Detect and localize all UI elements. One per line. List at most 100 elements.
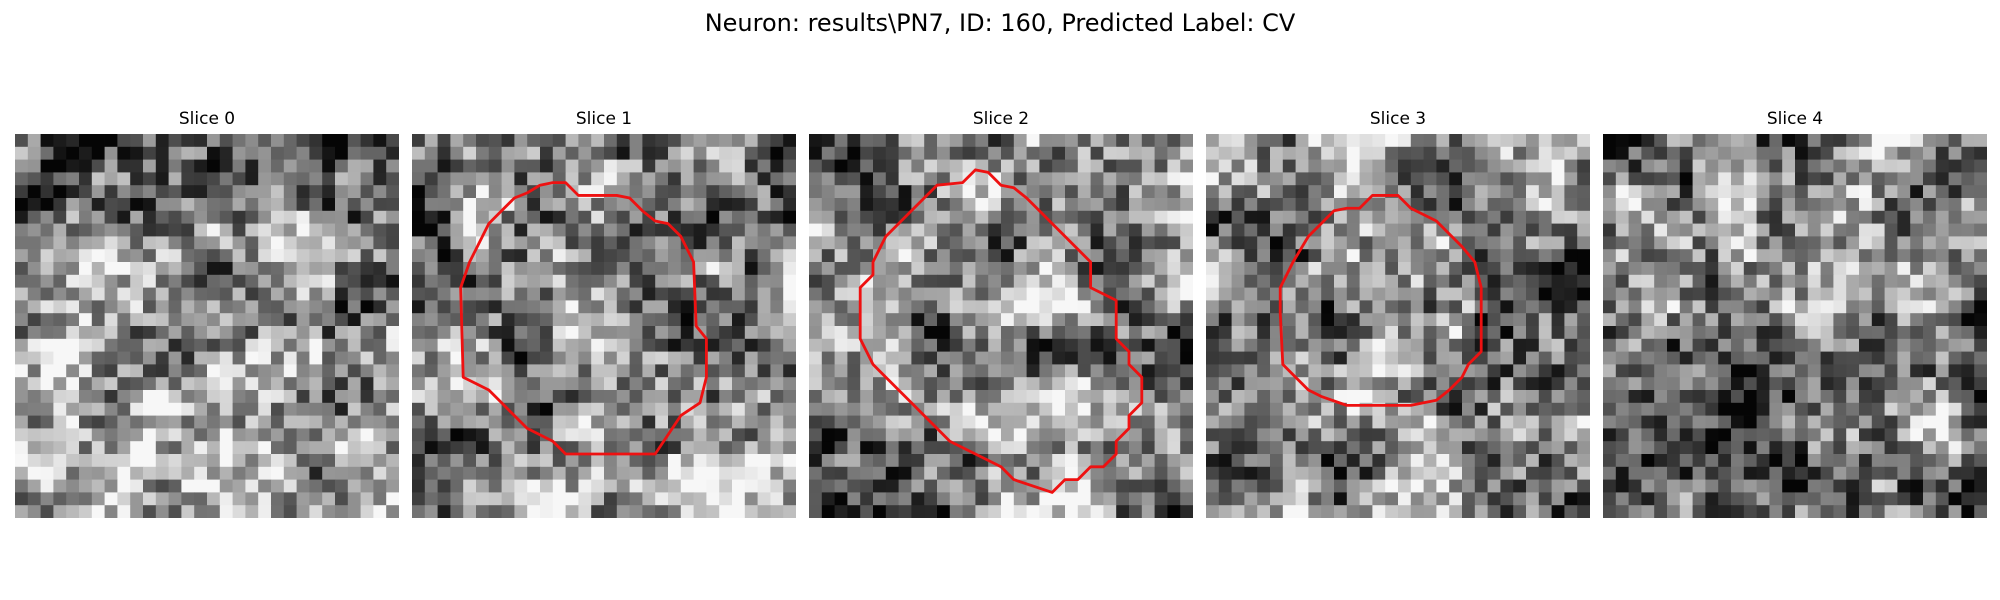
- pixel: [1615, 492, 1629, 506]
- pixel: [616, 146, 630, 160]
- pixel: [1807, 428, 1821, 442]
- pixel: [476, 274, 490, 288]
- pixel: [1026, 210, 1040, 224]
- pixel: [1487, 274, 1501, 288]
- pixel: [1718, 454, 1732, 468]
- pixel: [373, 159, 387, 173]
- pixel: [219, 364, 233, 378]
- pixel: [873, 390, 887, 404]
- pixel: [1270, 390, 1284, 404]
- pixel: [847, 236, 861, 250]
- pixel: [194, 249, 208, 263]
- pixel: [1359, 210, 1373, 224]
- pixel: [565, 441, 579, 455]
- pixel: [463, 492, 477, 506]
- pixel: [412, 236, 426, 250]
- pixel: [616, 249, 630, 263]
- pixel: [53, 287, 67, 301]
- pixel: [27, 415, 41, 429]
- pixel: [1334, 262, 1348, 276]
- pixel: [1372, 313, 1386, 327]
- pixel: [1487, 262, 1501, 276]
- pixel: [1013, 249, 1027, 263]
- pixel: [680, 338, 694, 352]
- pixel: [924, 351, 938, 365]
- pixel: [706, 390, 720, 404]
- pixel: [1526, 492, 1540, 506]
- pixel: [1833, 287, 1847, 301]
- pixel: [1167, 326, 1181, 340]
- pixel: [66, 364, 80, 378]
- pixel: [1756, 415, 1770, 429]
- pixel: [1090, 505, 1104, 518]
- pixel: [706, 415, 720, 429]
- pixel: [949, 351, 963, 365]
- pixel: [834, 415, 848, 429]
- pixel: [1039, 364, 1053, 378]
- pixel: [1948, 262, 1962, 276]
- pixel: [1052, 402, 1066, 416]
- pixel: [450, 402, 464, 416]
- pixel: [1756, 236, 1770, 250]
- pixel: [40, 402, 54, 416]
- pixel: [1321, 185, 1335, 199]
- pixel: [847, 390, 861, 404]
- pixel: [1948, 377, 1962, 391]
- pixel: [1398, 198, 1412, 212]
- pixel: [680, 428, 694, 442]
- pixel: [79, 159, 93, 173]
- pixel: [514, 146, 528, 160]
- pixel: [1398, 159, 1412, 173]
- pixel: [1231, 300, 1245, 314]
- pixel: [1615, 287, 1629, 301]
- pixel: [1961, 338, 1975, 352]
- pixel: [770, 454, 784, 468]
- pixel: [1129, 185, 1143, 199]
- pixel: [1513, 262, 1527, 276]
- pixel: [1449, 134, 1463, 148]
- pixel: [1769, 313, 1783, 327]
- pixel: [578, 236, 592, 250]
- pixel: [885, 415, 899, 429]
- pixel: [668, 198, 682, 212]
- pixel: [680, 300, 694, 314]
- pixel: [386, 492, 399, 506]
- pixel: [207, 454, 221, 468]
- pixel: [1013, 364, 1027, 378]
- pixel: [1615, 428, 1629, 442]
- pixel: [1935, 146, 1949, 160]
- pixel: [143, 338, 157, 352]
- pixel: [1206, 390, 1220, 404]
- pixel: [1603, 159, 1617, 173]
- pixel: [1756, 185, 1770, 199]
- pixel: [1321, 338, 1335, 352]
- pixel: [1679, 492, 1693, 506]
- pixel: [821, 210, 835, 224]
- pixel: [1897, 198, 1911, 212]
- pixel: [1974, 236, 1987, 250]
- pixel: [488, 326, 502, 340]
- pixel: [655, 454, 669, 468]
- pixel: [540, 505, 554, 518]
- pixel: [296, 390, 310, 404]
- pixel: [1500, 185, 1514, 199]
- pixel: [40, 172, 54, 186]
- pixel: [1180, 326, 1193, 340]
- pixel: [1743, 210, 1757, 224]
- pixel: [975, 466, 989, 480]
- pixel: [1346, 159, 1360, 173]
- pixel: [1718, 236, 1732, 250]
- pixel: [1167, 492, 1181, 506]
- pixel: [847, 262, 861, 276]
- pixel: [552, 415, 566, 429]
- pixel: [1359, 313, 1373, 327]
- pixel: [66, 466, 80, 480]
- pixel: [1462, 505, 1476, 518]
- pixel: [860, 210, 874, 224]
- pixel: [335, 364, 349, 378]
- pixel: [860, 364, 874, 378]
- pixel: [1564, 210, 1578, 224]
- pixel: [552, 134, 566, 148]
- pixel: [744, 249, 758, 263]
- pixel: [1654, 338, 1668, 352]
